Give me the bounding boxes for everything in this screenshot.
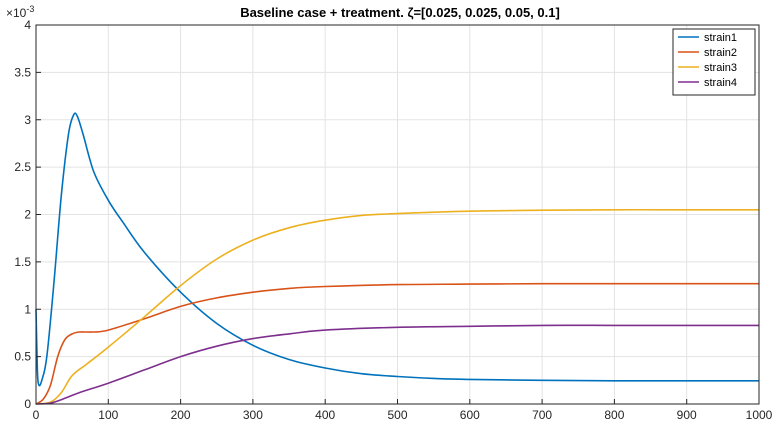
x-tick-label: 600	[460, 408, 480, 421]
y-tick-label: 1.5	[14, 255, 31, 269]
series-line-strain4	[35, 324, 759, 405]
y-exponent-base: ×10	[6, 6, 27, 20]
x-tick-label: 100	[98, 408, 118, 421]
y-tick-label: 0.5	[14, 350, 31, 364]
x-tick-label: 800	[604, 408, 624, 421]
legend-label: strain4	[704, 77, 737, 89]
y-tick-label: 2.5	[14, 160, 31, 174]
x-tick-label: 500	[387, 408, 407, 421]
series-line-strain1	[35, 112, 759, 387]
legend-label: strain3	[704, 62, 737, 74]
x-tick-label: 1000	[746, 408, 773, 421]
y-tick-label: 3	[24, 113, 31, 127]
x-tick-label: 700	[532, 408, 552, 421]
x-tick-label: 400	[315, 408, 335, 421]
series-line-strain3	[35, 208, 759, 405]
grid-lines	[35, 24, 760, 405]
legend: strain1 strain2 strain3 strain4	[672, 28, 756, 96]
x-tick-label: 900	[677, 408, 697, 421]
y-tick-label: 1	[24, 302, 31, 316]
legend-box	[672, 28, 756, 96]
series-line-strain2	[35, 282, 759, 405]
x-tick-label: 0	[33, 408, 40, 421]
y-exponent-label: ×10-3	[6, 4, 34, 20]
y-tick-label: 3.5	[14, 65, 31, 79]
y-tick-label: 4	[24, 18, 31, 32]
x-tick-label: 200	[171, 408, 191, 421]
legend-label: strain1	[704, 32, 737, 44]
legend-label: strain2	[704, 47, 737, 59]
y-tick-label: 0	[24, 397, 31, 411]
y-exponent-power: -3	[26, 4, 34, 14]
y-tick-label: 2	[24, 208, 31, 222]
axis-ticks: 0 100 200 300 400 500 600 700 800 900 1000 0 0.5 1 1.5…	[14, 18, 772, 421]
series-lines	[35, 112, 759, 405]
chart-title: Baseline case + treatment. ζ=[0.025, 0.0…	[240, 5, 560, 20]
x-tick-label: 300	[243, 408, 263, 421]
